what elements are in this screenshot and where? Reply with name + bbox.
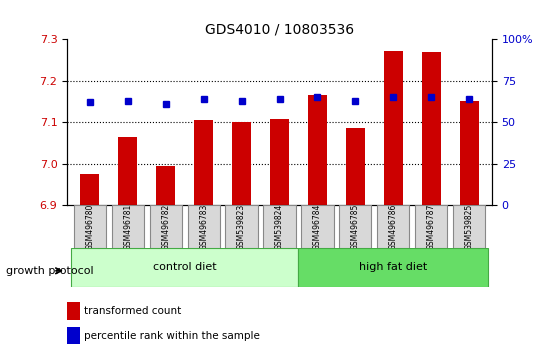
Bar <box>67 302 80 320</box>
FancyBboxPatch shape <box>453 205 485 248</box>
Text: GSM496787: GSM496787 <box>427 203 435 250</box>
Text: GSM539824: GSM539824 <box>275 204 284 250</box>
Text: GSM496784: GSM496784 <box>313 203 322 250</box>
Text: percentile rank within the sample: percentile rank within the sample <box>84 331 260 341</box>
Bar <box>67 327 80 344</box>
Text: transformed count: transformed count <box>84 306 181 316</box>
FancyBboxPatch shape <box>415 205 447 248</box>
Text: growth protocol: growth protocol <box>6 266 93 276</box>
Bar <box>194 120 213 205</box>
Bar <box>308 95 327 205</box>
Bar <box>346 129 365 205</box>
FancyBboxPatch shape <box>150 205 182 248</box>
Text: GSM496783: GSM496783 <box>199 203 208 250</box>
Text: GSM496786: GSM496786 <box>389 203 398 250</box>
FancyBboxPatch shape <box>112 205 144 248</box>
FancyBboxPatch shape <box>71 248 299 287</box>
FancyBboxPatch shape <box>74 205 106 248</box>
Bar <box>384 51 403 205</box>
Text: high fat diet: high fat diet <box>359 262 428 272</box>
FancyBboxPatch shape <box>301 205 334 248</box>
FancyBboxPatch shape <box>225 205 258 248</box>
Bar <box>232 122 251 205</box>
Text: GSM496781: GSM496781 <box>124 204 132 250</box>
Text: GSM496780: GSM496780 <box>86 203 94 250</box>
Bar <box>80 174 100 205</box>
FancyBboxPatch shape <box>377 205 409 248</box>
Text: control diet: control diet <box>153 262 216 272</box>
Text: GSM539823: GSM539823 <box>237 204 246 250</box>
FancyBboxPatch shape <box>339 205 372 248</box>
Text: GSM496782: GSM496782 <box>161 204 170 250</box>
Bar <box>119 137 138 205</box>
Bar <box>270 119 289 205</box>
FancyBboxPatch shape <box>263 205 296 248</box>
Text: GSM539825: GSM539825 <box>465 204 473 250</box>
Title: GDS4010 / 10803536: GDS4010 / 10803536 <box>205 22 354 36</box>
FancyBboxPatch shape <box>299 248 488 287</box>
FancyBboxPatch shape <box>187 205 220 248</box>
Bar <box>421 52 440 205</box>
Bar <box>459 101 479 205</box>
Text: GSM496785: GSM496785 <box>351 203 360 250</box>
Bar <box>156 166 175 205</box>
